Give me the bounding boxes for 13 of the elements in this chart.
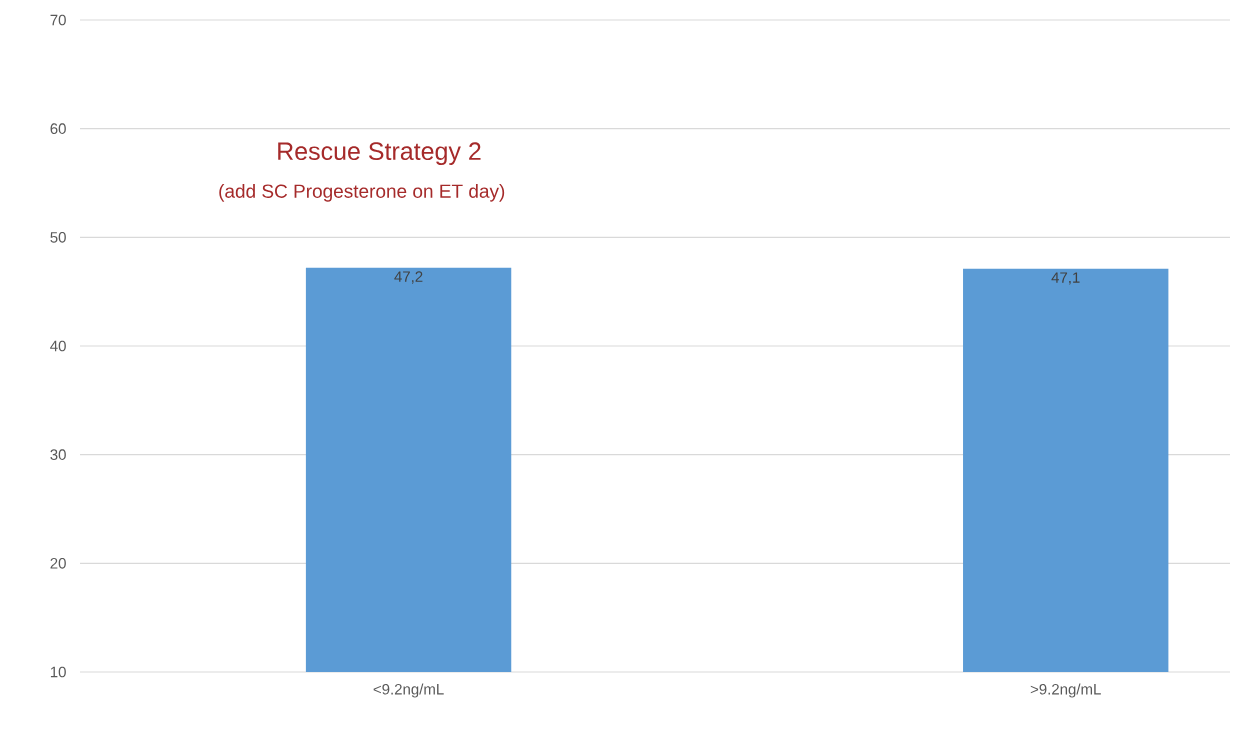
y-tick-label: 10 xyxy=(50,666,66,678)
y-tick-label: 70 xyxy=(50,14,66,26)
text: (add SC Progesterone on ET day) xyxy=(219,183,505,202)
y-tick-label: 60 xyxy=(50,123,66,134)
y-tick-label: 30 xyxy=(50,449,66,460)
data-label: 47,2 xyxy=(394,271,423,284)
y-tick-label: 20 xyxy=(50,558,66,569)
x-tick-label: >9.2ng/mL xyxy=(1030,683,1101,698)
x-tick-label: <9.2ng/mL xyxy=(373,683,444,698)
y-tick-label: 40 xyxy=(50,340,66,352)
data-label: 47,1 xyxy=(1051,272,1080,285)
y-tick-label: 50 xyxy=(50,232,66,243)
text: Rescue Strategy 2 xyxy=(278,142,481,165)
